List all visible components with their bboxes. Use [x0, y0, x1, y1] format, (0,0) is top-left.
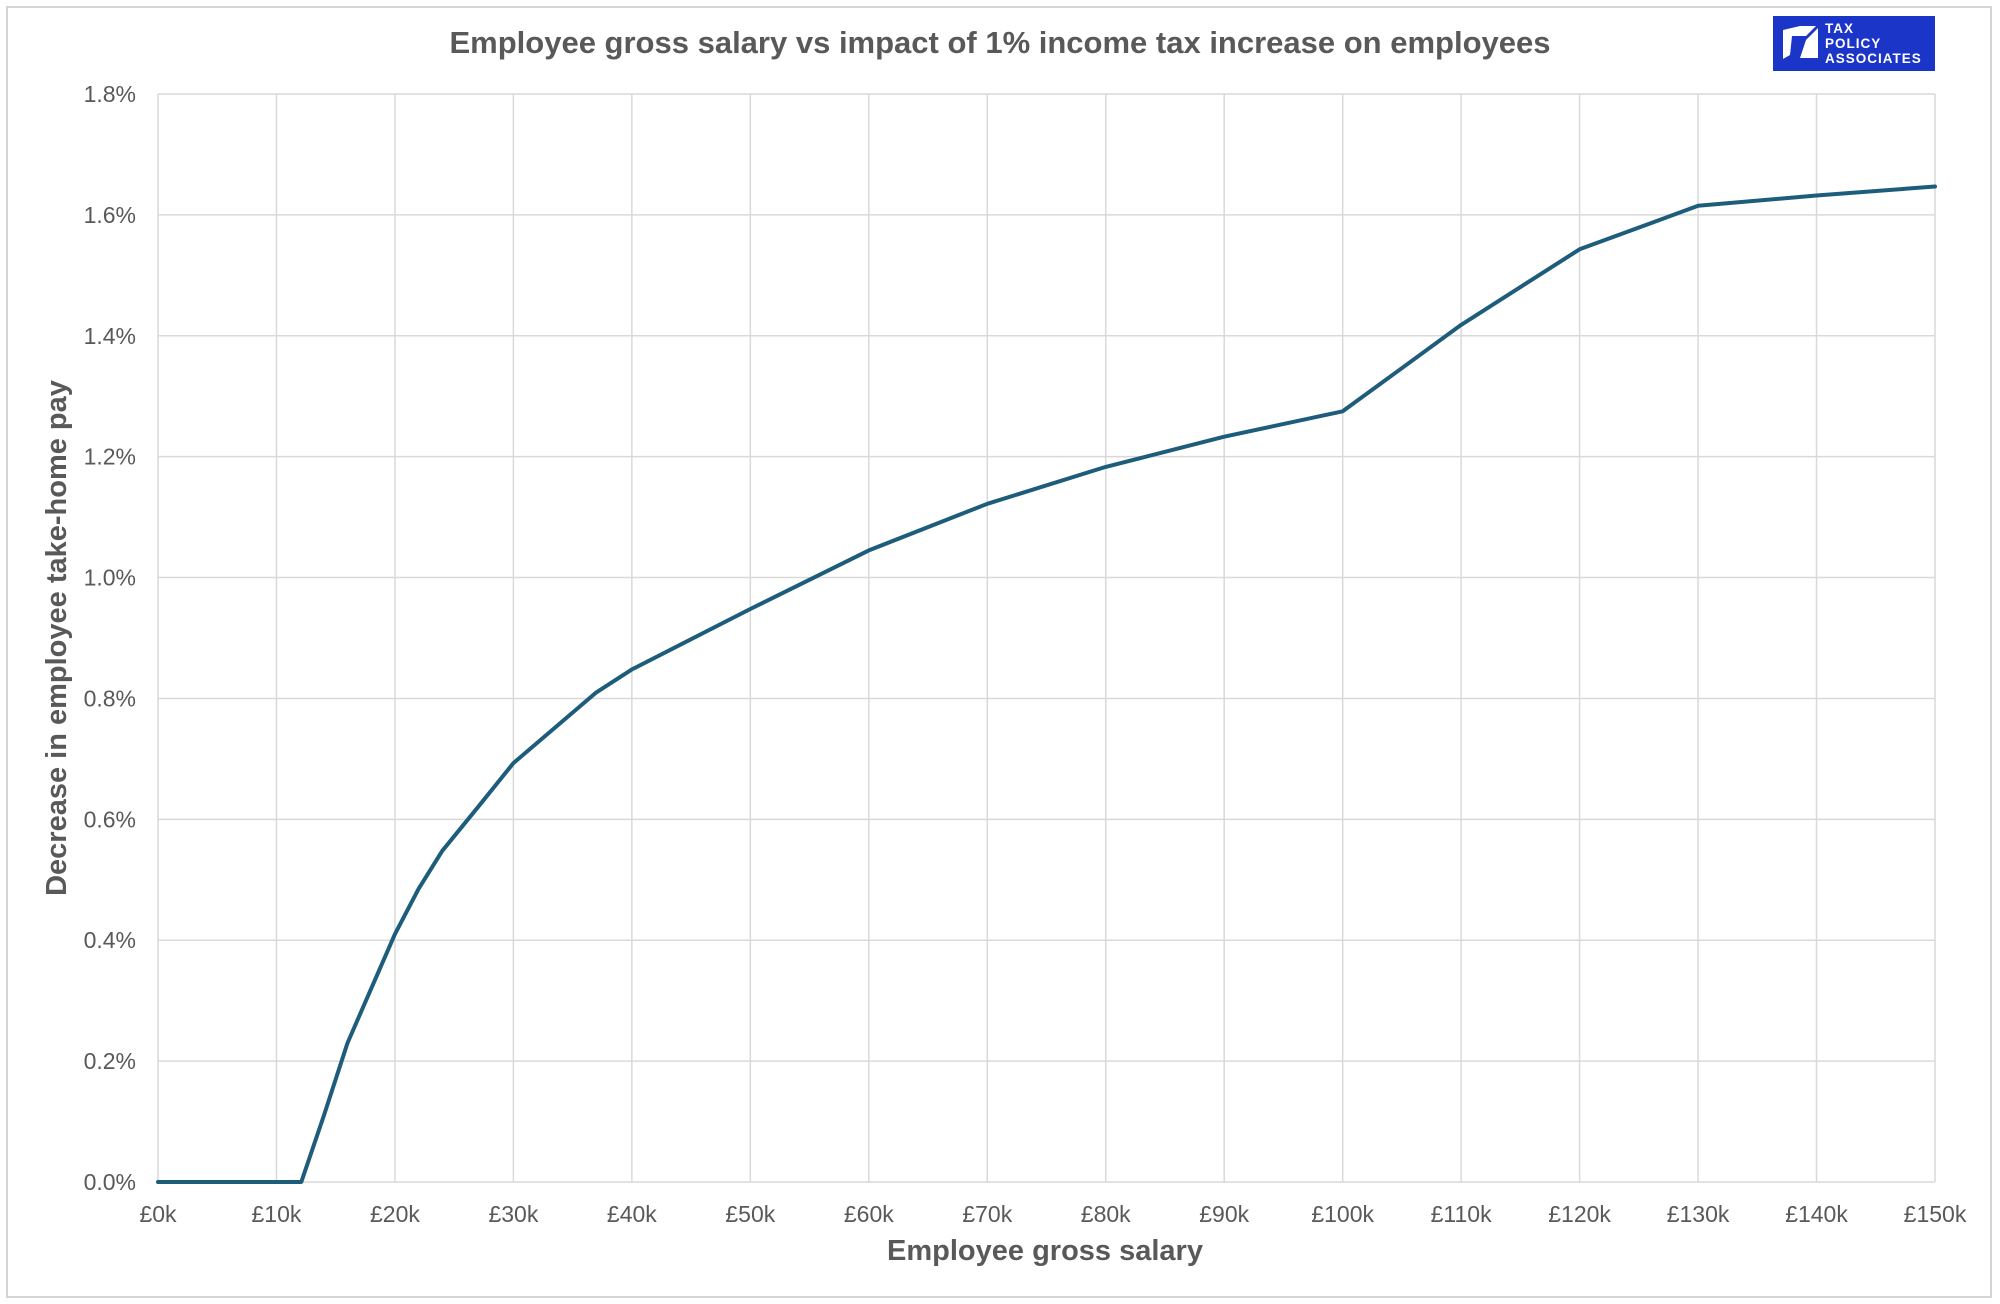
y-tick-label: 0.6%	[84, 806, 136, 832]
x-tick-label: £70k	[962, 1201, 1012, 1227]
y-tick-label: 0.8%	[84, 685, 136, 711]
x-tick-label: £140k	[1785, 1201, 1848, 1227]
logo-line-3: ASSOCIATES	[1825, 51, 1922, 66]
x-tick-label: £110k	[1431, 1201, 1492, 1227]
y-tick-label: 0.0%	[84, 1169, 136, 1195]
y-tick-label: 1.4%	[84, 323, 136, 349]
x-tick-label: £80k	[1081, 1201, 1131, 1227]
tax-policy-associates-logo: TAX POLICY ASSOCIATES	[1773, 16, 1935, 71]
x-tick-label: £150k	[1904, 1201, 1967, 1227]
x-tick-label: £10k	[252, 1201, 302, 1227]
y-tick-label: 1.0%	[84, 565, 136, 591]
y-tick-label: 0.4%	[84, 927, 136, 953]
logo-line-1: TAX	[1825, 21, 1854, 36]
x-tick-label: £0k	[139, 1201, 177, 1227]
x-tick-label: £40k	[607, 1201, 657, 1227]
y-tick-label: 1.8%	[84, 81, 136, 107]
y-axis-title: Decrease in employee take-home pay	[41, 380, 73, 896]
logo-background	[1773, 16, 1935, 71]
x-tick-label: £30k	[488, 1201, 538, 1227]
series-layer	[156, 184, 1937, 1184]
x-tick-label: £20k	[370, 1201, 420, 1227]
x-axis-title: Employee gross salary	[887, 1235, 1203, 1267]
chart-title: Employee gross salary vs impact of 1% in…	[450, 25, 1551, 60]
x-tick-label: £130k	[1667, 1201, 1730, 1227]
x-tick-label: £90k	[1199, 1201, 1249, 1227]
x-axis-tick-labels: £0k £10k £20k £30k £40k £50k £60k £70k £80k £90k £…	[139, 1201, 1966, 1227]
x-tick-label: £100k	[1311, 1201, 1374, 1227]
y-axis-tick-labels: 0.0% 0.2% 0.4% 0.6% 0.8% 1.0% 1.2% 1.4% 1.6% 1.8%	[84, 81, 136, 1195]
logo-line-2: POLICY	[1825, 36, 1881, 51]
y-tick-label: 1.6%	[84, 202, 136, 228]
y-tick-label: 0.2%	[84, 1048, 136, 1074]
logo-mark-icon	[1783, 26, 1818, 59]
y-tick-label: 1.2%	[84, 444, 136, 470]
x-tick-label: £60k	[844, 1201, 894, 1227]
x-tick-label: £120k	[1548, 1201, 1611, 1227]
x-tick-label: £50k	[725, 1201, 775, 1227]
gridlines	[157, 93, 1936, 1183]
